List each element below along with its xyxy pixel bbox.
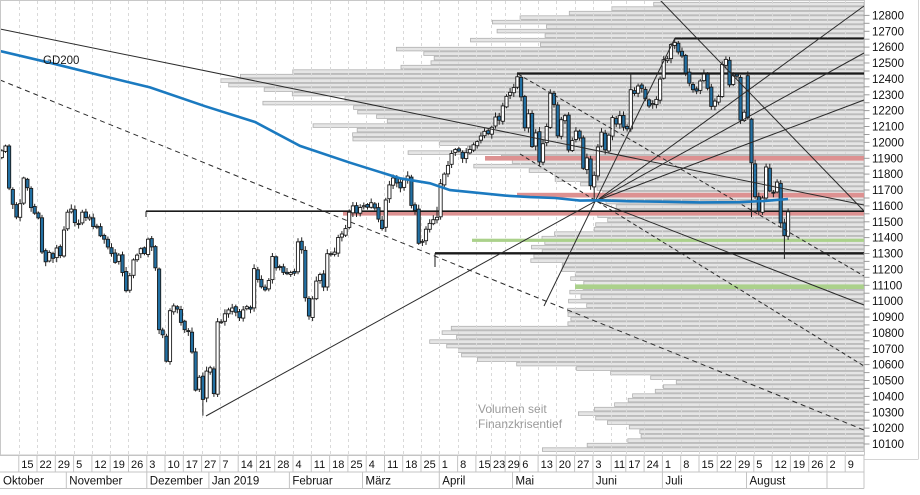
svg-text:24: 24 — [647, 459, 659, 471]
svg-text:11: 11 — [387, 459, 398, 471]
svg-text:12200: 12200 — [872, 106, 904, 118]
svg-text:22: 22 — [720, 459, 732, 471]
svg-text:November: November — [69, 476, 122, 488]
svg-text:10100: 10100 — [872, 439, 904, 451]
svg-text:2: 2 — [830, 459, 836, 471]
svg-text:8: 8 — [460, 459, 466, 471]
svg-text:11000: 11000 — [872, 296, 903, 308]
svg-text:10900: 10900 — [872, 312, 904, 324]
svg-text:10800: 10800 — [872, 328, 904, 340]
svg-text:26: 26 — [811, 459, 823, 471]
svg-text:11700: 11700 — [872, 185, 903, 197]
svg-text:12: 12 — [775, 459, 787, 471]
svg-text:April: April — [442, 476, 465, 488]
svg-text:Mai: Mai — [516, 476, 535, 488]
svg-text:9: 9 — [848, 459, 854, 471]
svg-text:27: 27 — [577, 459, 589, 471]
svg-text:Volumen seit: Volumen seit — [478, 402, 547, 416]
svg-text:11200: 11200 — [872, 265, 903, 277]
svg-text:15: 15 — [21, 459, 33, 471]
svg-text:19: 19 — [113, 459, 125, 471]
svg-text:11800: 11800 — [872, 169, 903, 181]
svg-text:12700: 12700 — [872, 26, 904, 38]
svg-text:10400: 10400 — [872, 392, 904, 404]
svg-text:11600: 11600 — [872, 201, 903, 213]
svg-text:August: August — [750, 476, 787, 488]
svg-text:18: 18 — [332, 459, 344, 471]
svg-text:3: 3 — [595, 459, 601, 471]
svg-text:12: 12 — [94, 459, 106, 471]
svg-text:6: 6 — [522, 459, 528, 471]
svg-text:Februar: Februar — [292, 476, 332, 488]
svg-text:25: 25 — [350, 459, 362, 471]
svg-text:12600: 12600 — [872, 42, 904, 54]
svg-text:21: 21 — [259, 459, 271, 471]
svg-text:12100: 12100 — [872, 122, 904, 134]
svg-text:Finanzkrisentief: Finanzkrisentief — [478, 417, 563, 431]
svg-text:GD200: GD200 — [43, 55, 79, 67]
svg-text:10: 10 — [168, 459, 180, 471]
svg-text:10300: 10300 — [872, 407, 904, 419]
svg-text:26: 26 — [131, 459, 143, 471]
svg-text:10700: 10700 — [872, 344, 904, 356]
svg-text:17: 17 — [628, 459, 640, 471]
svg-text:20: 20 — [559, 459, 571, 471]
svg-text:10500: 10500 — [872, 376, 904, 388]
svg-text:18: 18 — [405, 459, 417, 471]
svg-text:4: 4 — [296, 459, 302, 471]
svg-text:Dezember: Dezember — [150, 476, 203, 488]
svg-text:3: 3 — [149, 459, 155, 471]
svg-text:15: 15 — [702, 459, 714, 471]
svg-text:März: März — [366, 476, 392, 488]
svg-text:12400: 12400 — [872, 74, 904, 86]
svg-text:10200: 10200 — [872, 423, 904, 435]
svg-text:Oktober: Oktober — [3, 476, 44, 488]
svg-text:28: 28 — [277, 459, 289, 471]
svg-text:11900: 11900 — [872, 153, 903, 165]
svg-text:11: 11 — [314, 459, 325, 471]
svg-text:11500: 11500 — [872, 217, 903, 229]
svg-text:29: 29 — [58, 459, 70, 471]
svg-text:5: 5 — [76, 459, 82, 471]
svg-text:29: 29 — [508, 459, 520, 471]
svg-text:17: 17 — [186, 459, 198, 471]
svg-text:14: 14 — [241, 459, 253, 471]
svg-text:11300: 11300 — [872, 249, 903, 261]
svg-text:12500: 12500 — [872, 58, 904, 70]
svg-text:27: 27 — [204, 459, 216, 471]
svg-text:8: 8 — [683, 459, 689, 471]
svg-text:22: 22 — [40, 459, 52, 471]
svg-text:12800: 12800 — [872, 11, 904, 23]
svg-text:12300: 12300 — [872, 90, 904, 102]
svg-text:10600: 10600 — [872, 360, 904, 372]
svg-text:1: 1 — [442, 459, 448, 471]
svg-text:5: 5 — [756, 459, 762, 471]
svg-text:Juli: Juli — [665, 476, 682, 488]
svg-text:7: 7 — [222, 459, 228, 471]
svg-text:11: 11 — [614, 459, 625, 471]
svg-text:Jan 2019: Jan 2019 — [212, 476, 259, 488]
svg-text:4: 4 — [369, 459, 375, 471]
svg-text:29: 29 — [738, 459, 750, 471]
svg-text:1: 1 — [665, 459, 671, 471]
svg-text:15: 15 — [478, 459, 490, 471]
svg-text:12000: 12000 — [872, 138, 904, 150]
svg-text:23: 23 — [493, 459, 505, 471]
svg-text:19: 19 — [793, 459, 805, 471]
svg-text:25: 25 — [424, 459, 436, 471]
svg-text:11400: 11400 — [872, 233, 903, 245]
svg-text:11100: 11100 — [872, 280, 902, 292]
svg-text:13: 13 — [541, 459, 553, 471]
svg-text:Juni: Juni — [596, 476, 617, 488]
